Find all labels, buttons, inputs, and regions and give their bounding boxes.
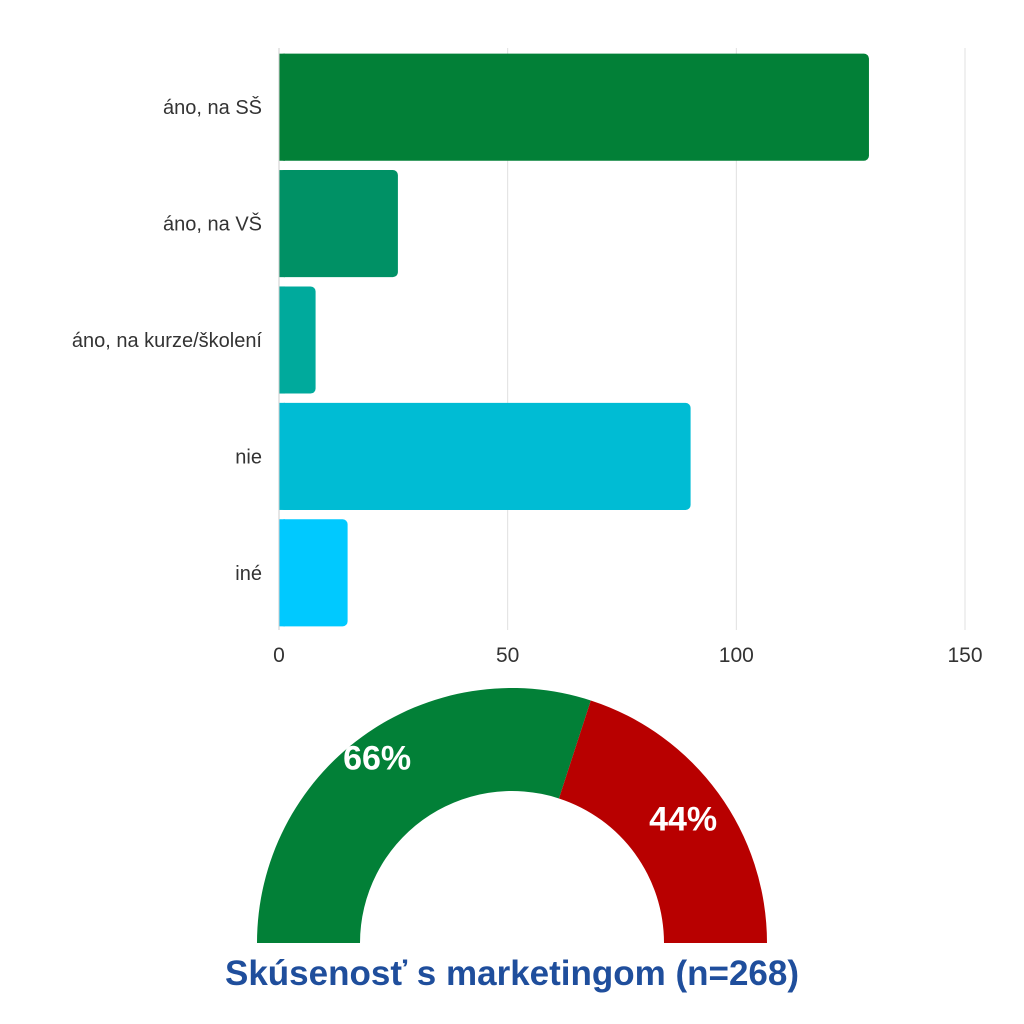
gauge-slice: [257, 688, 591, 943]
category-label: nie: [235, 446, 262, 468]
bar: [279, 170, 398, 278]
bar: [279, 519, 348, 627]
bar: [279, 286, 316, 394]
bar-left-edge: [279, 402, 285, 510]
bar-left-edge: [279, 170, 285, 278]
chart-title: Skúsenosť s marketingom (n=268): [224, 954, 800, 993]
category-label: áno, na kurze/školení: [72, 330, 263, 352]
bar-left-edge: [279, 519, 285, 627]
x-tick-label: 0: [273, 644, 285, 667]
x-tick-label: 100: [719, 644, 754, 667]
bar: [279, 402, 691, 510]
bar-group: nie: [235, 402, 691, 510]
bar-chart: 0 50 100 150 áno, na SŠ áno, na VŠ áno, na kur…: [72, 48, 983, 667]
bar: [279, 53, 869, 161]
bar-group: áno, na VŠ: [163, 170, 398, 278]
x-tick-label: 50: [496, 644, 519, 667]
bar-left-edge: [279, 53, 285, 161]
bar-group: áno, na kurze/školení: [72, 286, 316, 394]
bar-group: iné: [235, 519, 348, 627]
category-label: áno, na VŠ: [163, 213, 262, 236]
category-label: iné: [235, 563, 262, 585]
category-label: áno, na SŠ: [163, 96, 262, 119]
x-tick-label: 150: [947, 644, 982, 667]
gauge-slice-label: 66%: [343, 739, 411, 777]
gauge-slice: [558, 700, 767, 943]
gauge-chart: 66% 44%: [257, 688, 767, 943]
bar-left-edge: [279, 286, 285, 394]
gauge-slice-label: 44%: [649, 801, 717, 839]
bar-group: áno, na SŠ: [163, 53, 869, 161]
